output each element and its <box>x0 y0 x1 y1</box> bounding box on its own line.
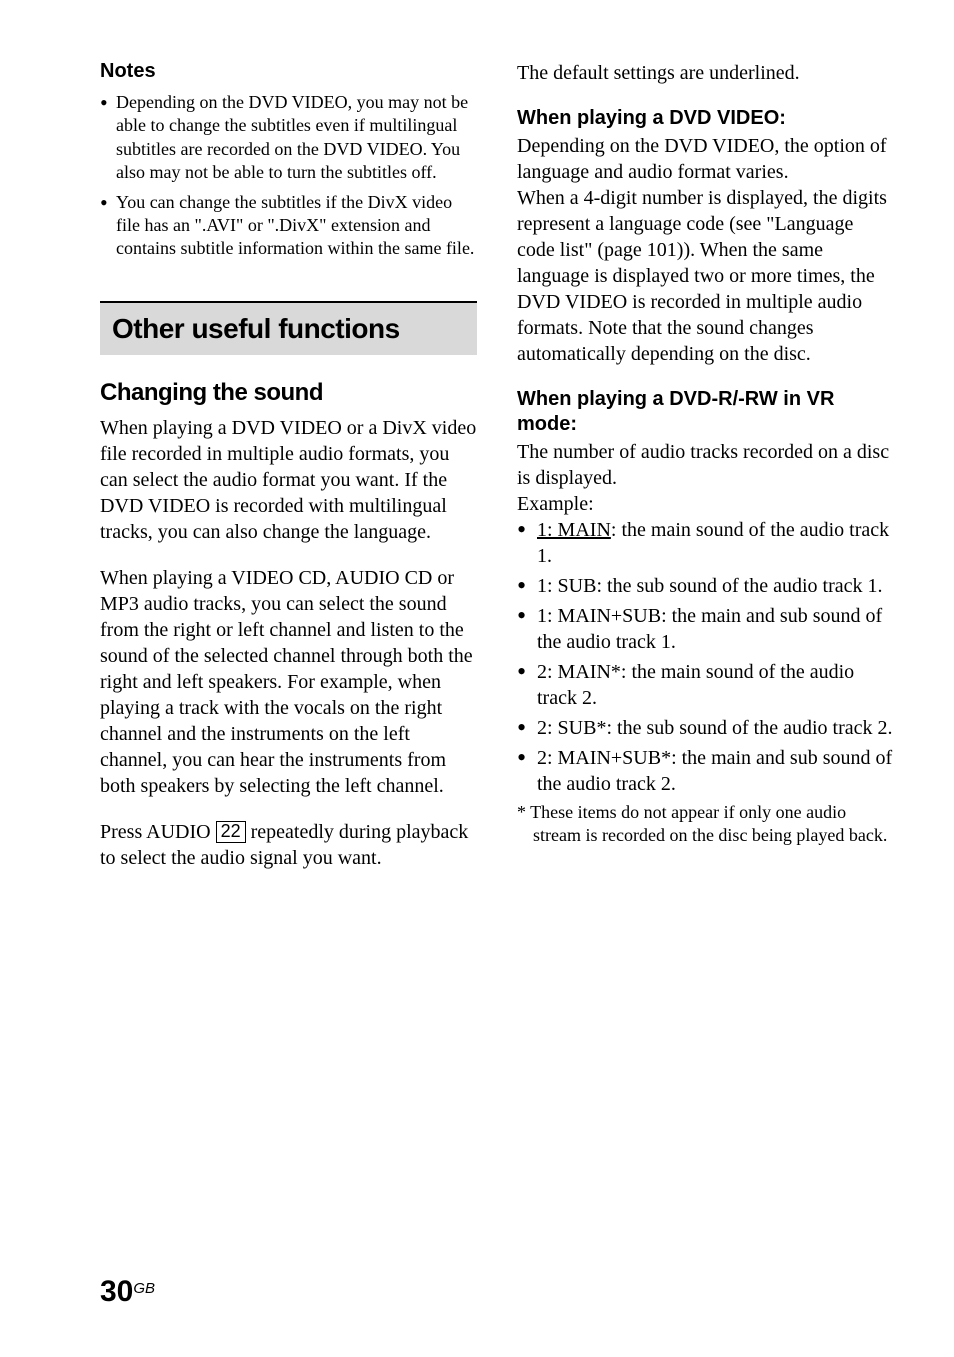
list-item: 1: MAIN+SUB: the main and sub sound of t… <box>517 603 894 655</box>
underlined-default: 1: MAIN <box>537 519 611 541</box>
paragraph: When playing a VIDEO CD, AUDIO CD or MP3… <box>100 565 477 799</box>
example-list: 1: MAIN: the main sound of the audio tra… <box>517 517 894 797</box>
paragraph: The default settings are underlined. <box>517 60 894 86</box>
bold-heading: When playing a DVD-R/-RW in VR mode: <box>517 387 894 437</box>
note-item: You can change the subtitles if the DivX… <box>100 191 477 261</box>
paragraph: Press AUDIO 22 repeatedly during playbac… <box>100 819 477 871</box>
right-column: The default settings are underlined. Whe… <box>517 60 894 891</box>
list-item: 1: MAIN: the main sound of the audio tra… <box>517 517 894 569</box>
bold-heading: When playing a DVD VIDEO: <box>517 106 894 131</box>
page-number-suffix: GB <box>133 1280 155 1297</box>
subheading: Changing the sound <box>100 379 477 407</box>
paragraph: The number of audio tracks recorded on a… <box>517 439 894 491</box>
paragraph: When playing a DVD VIDEO or a DivX video… <box>100 415 477 545</box>
notes-list: Depending on the DVD VIDEO, you may not … <box>100 91 477 261</box>
paragraph: Depending on the DVD VIDEO, the option o… <box>517 133 894 185</box>
left-column: Notes Depending on the DVD VIDEO, you ma… <box>100 60 477 891</box>
text: Press AUDIO <box>100 821 216 843</box>
page-number: 30GB <box>100 1275 155 1309</box>
footnote: * These items do not appear if only one … <box>517 801 894 848</box>
list-item: 2: MAIN+SUB*: the main and sub sound of … <box>517 745 894 797</box>
list-item: 2: MAIN*: the main sound of the audio tr… <box>517 659 894 711</box>
example-label: Example: <box>517 491 894 517</box>
button-reference: 22 <box>216 821 246 843</box>
page-number-value: 30 <box>100 1275 133 1308</box>
section-bar: Other useful functions <box>100 301 477 355</box>
section-title: Other useful functions <box>112 313 465 345</box>
note-item: Depending on the DVD VIDEO, you may not … <box>100 91 477 185</box>
list-item: 1: SUB: the sub sound of the audio track… <box>517 573 894 599</box>
paragraph: When a 4-digit number is displayed, the … <box>517 185 894 367</box>
notes-heading: Notes <box>100 60 477 83</box>
list-item: 2: SUB*: the sub sound of the audio trac… <box>517 715 894 741</box>
